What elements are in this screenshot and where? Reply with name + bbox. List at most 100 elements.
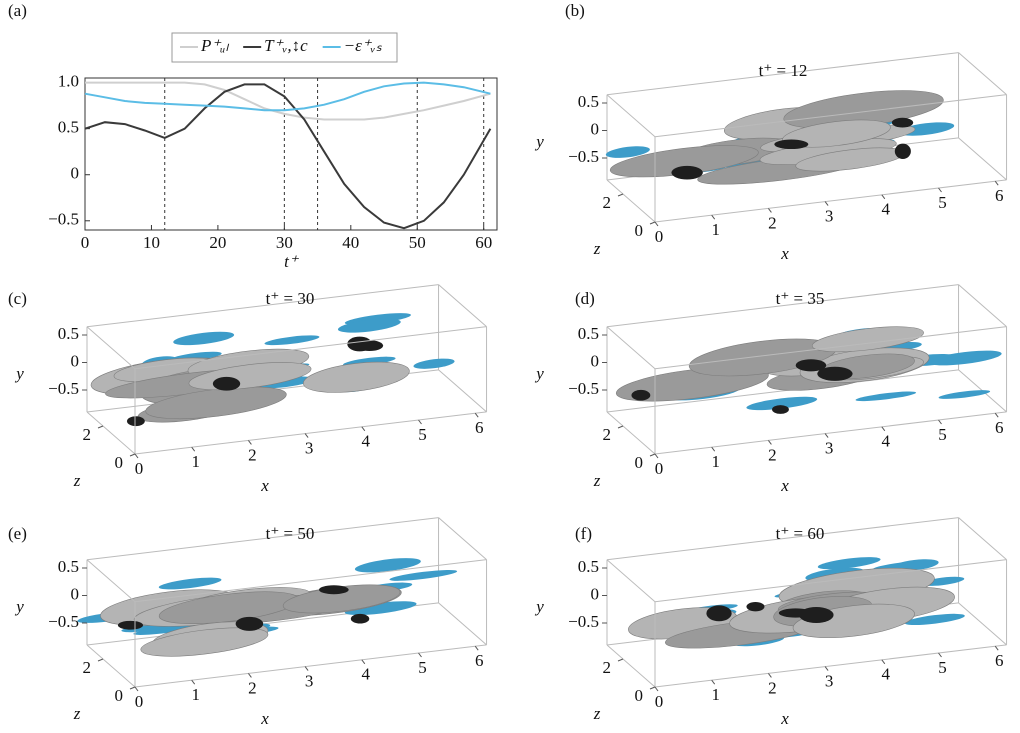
dark-surface xyxy=(350,613,370,624)
y-axis-label: y xyxy=(534,597,544,616)
x-tick-label: 0 xyxy=(135,692,144,711)
z-tick-label: 2 xyxy=(603,193,612,212)
box-edge xyxy=(654,411,1007,455)
x-axis-label: x xyxy=(260,476,269,495)
z-axis-label: z xyxy=(593,471,601,490)
x-tick xyxy=(938,187,942,193)
y-tick-label: 0.5 xyxy=(578,557,599,576)
x-tick-label: 20 xyxy=(209,233,226,252)
streak-surface xyxy=(782,119,891,148)
z-tick xyxy=(129,686,136,690)
x-tick xyxy=(824,201,829,206)
vortex-streak xyxy=(158,577,222,590)
box-edge xyxy=(86,644,136,688)
x-tick-label: 3 xyxy=(305,439,314,458)
box-edge xyxy=(86,326,136,370)
x-tick xyxy=(191,679,196,685)
z-axis-label: z xyxy=(593,239,601,258)
box-edge xyxy=(958,137,1007,181)
y-axis-label: y xyxy=(534,364,544,383)
box-edge xyxy=(438,602,487,646)
x-tick-label: 3 xyxy=(825,672,834,691)
x-tick xyxy=(881,426,886,432)
vortex-streak xyxy=(257,376,315,389)
box-edge xyxy=(134,644,487,688)
box-edge xyxy=(606,94,656,138)
y-axis-label: y xyxy=(14,364,24,383)
x-tick xyxy=(994,180,999,186)
z-tick xyxy=(617,425,624,429)
x-tick-label: 0 xyxy=(81,233,90,252)
x-tick xyxy=(247,440,252,445)
x-tick xyxy=(768,208,772,213)
dark-surface xyxy=(117,620,144,630)
box-edge xyxy=(606,326,656,370)
dark-surface xyxy=(126,416,145,427)
vortex-streak xyxy=(133,624,204,635)
box-edge xyxy=(606,644,656,688)
x-axis-label: t⁺ xyxy=(284,252,300,271)
box-edge xyxy=(438,517,487,560)
box-edge xyxy=(606,411,656,455)
x-tick xyxy=(824,666,829,671)
dark-surface xyxy=(795,359,827,372)
z-tick-label: 0 xyxy=(115,686,124,705)
x-tick xyxy=(881,659,886,665)
legend-label: P⁺ᵤₗ xyxy=(200,36,229,55)
box-edge xyxy=(134,411,487,455)
box-edge xyxy=(654,644,1007,688)
panel-label: (c) xyxy=(8,289,27,308)
dark-surface xyxy=(778,608,813,618)
x-tick-label: 0 xyxy=(655,459,664,478)
panel-label: (d) xyxy=(575,289,595,308)
y-tick-label: 1.0 xyxy=(58,72,79,91)
z-tick-label: 2 xyxy=(603,425,612,444)
box-edge xyxy=(134,559,487,603)
x-axis-label: x xyxy=(780,476,789,495)
x-axis-label: x xyxy=(260,709,269,728)
box-edge xyxy=(606,179,656,223)
z-tick-label: 2 xyxy=(603,658,612,677)
x-tick xyxy=(418,419,422,425)
panel-label: (f) xyxy=(575,524,592,543)
x-tick xyxy=(711,446,716,452)
x-tick xyxy=(654,453,659,459)
x-tick-label: 4 xyxy=(362,432,371,451)
y-tick-label: 0.5 xyxy=(58,557,79,576)
streak-surface xyxy=(303,361,410,393)
panel-label: (a) xyxy=(8,1,27,20)
x-tick-label: 2 xyxy=(768,678,777,697)
x-tick-label: 3 xyxy=(825,439,834,458)
x-tick xyxy=(938,419,942,425)
box-edge xyxy=(86,517,439,561)
z-tick xyxy=(649,453,656,457)
box-edge xyxy=(86,559,136,603)
panel-title: t⁺ = 35 xyxy=(776,289,825,308)
z-tick-label: 0 xyxy=(635,686,644,705)
y-tick-label: 0 xyxy=(591,119,600,138)
x-tick xyxy=(134,453,139,459)
x-tick xyxy=(361,659,366,665)
x-tick-label: 6 xyxy=(475,651,484,670)
x-tick xyxy=(474,645,479,651)
box-edge xyxy=(134,326,487,370)
streak-surface xyxy=(811,326,924,353)
panel-label: (b) xyxy=(565,1,585,20)
y-tick-label: 0 xyxy=(71,584,80,603)
vortex-streak xyxy=(337,318,401,333)
z-tick-label: 2 xyxy=(83,658,92,677)
y-tick-label: 0.5 xyxy=(578,92,599,111)
box-edge xyxy=(654,559,1007,603)
vortex-streak xyxy=(354,558,421,573)
x-tick-label: 0 xyxy=(135,459,144,478)
y-tick-label: −0.5 xyxy=(568,379,599,398)
x-tick xyxy=(247,673,252,678)
x-tick-label: 30 xyxy=(276,233,293,252)
dark-surface xyxy=(671,165,703,180)
box-edge xyxy=(606,517,959,561)
dark-surface xyxy=(891,117,914,128)
x-tick-label: 5 xyxy=(418,425,427,444)
y-tick-label: −0.5 xyxy=(568,147,599,166)
y-tick-label: 0 xyxy=(591,584,600,603)
